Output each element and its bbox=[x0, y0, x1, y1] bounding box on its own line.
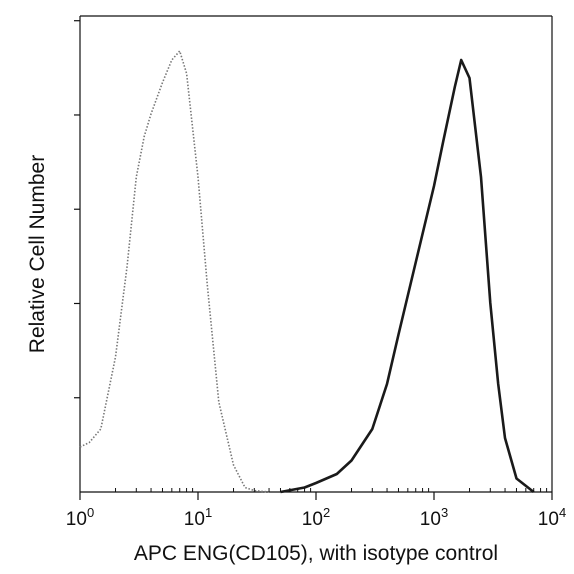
x-tick-label: 102 bbox=[302, 505, 330, 530]
x-axis-ticks bbox=[79, 488, 553, 500]
series-group bbox=[79, 50, 535, 494]
y-axis-ticks bbox=[74, 20, 80, 399]
x-axis-tick-labels: 100 101 102 103 104 bbox=[66, 505, 566, 530]
x-tick-label: 100 bbox=[66, 505, 94, 530]
series-line-dotted bbox=[79, 50, 270, 493]
series-line-solid bbox=[280, 58, 535, 494]
x-tick-label: 103 bbox=[420, 505, 448, 530]
plot-frame bbox=[79, 15, 553, 493]
x-tick-label: 104 bbox=[538, 505, 566, 530]
x-axis-title: APC ENG(CD105), with isotype control bbox=[134, 542, 498, 565]
x-tick-label: 101 bbox=[184, 505, 212, 530]
y-axis-title: Relative Cell Number bbox=[26, 155, 49, 353]
